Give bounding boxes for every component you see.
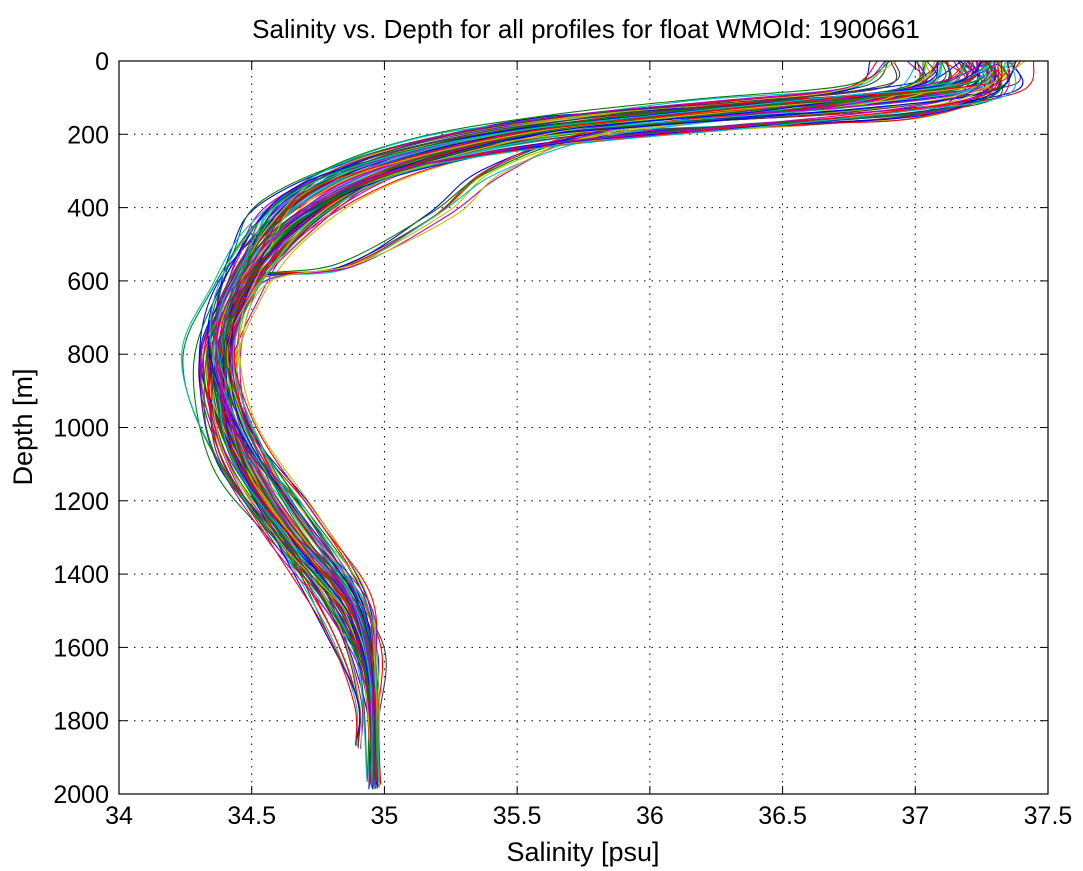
y-tick-label: 0: [95, 48, 109, 76]
x-tick-label: 34.5: [227, 802, 276, 830]
profile-line: [215, 61, 997, 784]
y-tick-label: 1200: [53, 488, 109, 516]
x-tick-label: 37: [901, 802, 929, 830]
profile-line: [230, 61, 1002, 785]
x-tick-label: 36.5: [758, 802, 807, 830]
tick-layer: 34 34.5 35 35.5 36 36.5 37 37.5 0 200 400 600 800 100…: [53, 48, 1072, 830]
x-tick-label: 37.5: [1024, 802, 1073, 830]
x-axis-title: Salinity [psu]: [506, 837, 659, 867]
y-axis-title: Depth [m]: [8, 368, 38, 485]
y-tick-label: 600: [67, 268, 109, 296]
x-tick-label: 35: [371, 802, 399, 830]
x-tick-label: 34: [105, 802, 133, 830]
x-tick-label: 36: [636, 802, 664, 830]
y-tick-label: 2000: [53, 781, 109, 809]
profile-line: [230, 61, 996, 787]
chart-title: Salinity vs. Depth for all profiles for …: [252, 14, 920, 44]
y-tick-label: 800: [67, 341, 109, 369]
profile-line: [224, 61, 973, 749]
profile-line: [207, 61, 898, 778]
y-tick-label: 1400: [53, 561, 109, 589]
y-tick-label: 400: [67, 195, 109, 223]
y-tick-label: 1600: [53, 634, 109, 662]
y-tick-label: 200: [67, 121, 109, 149]
profile-line: [209, 61, 967, 786]
plot-background: [119, 61, 1048, 794]
profile-line: [232, 61, 1017, 782]
profile-line: [225, 61, 1002, 781]
x-tick-label: 35.5: [493, 802, 542, 830]
y-tick-label: 1800: [53, 708, 109, 736]
series-layer: [181, 61, 1035, 790]
y-tick-label: 1000: [53, 415, 109, 443]
